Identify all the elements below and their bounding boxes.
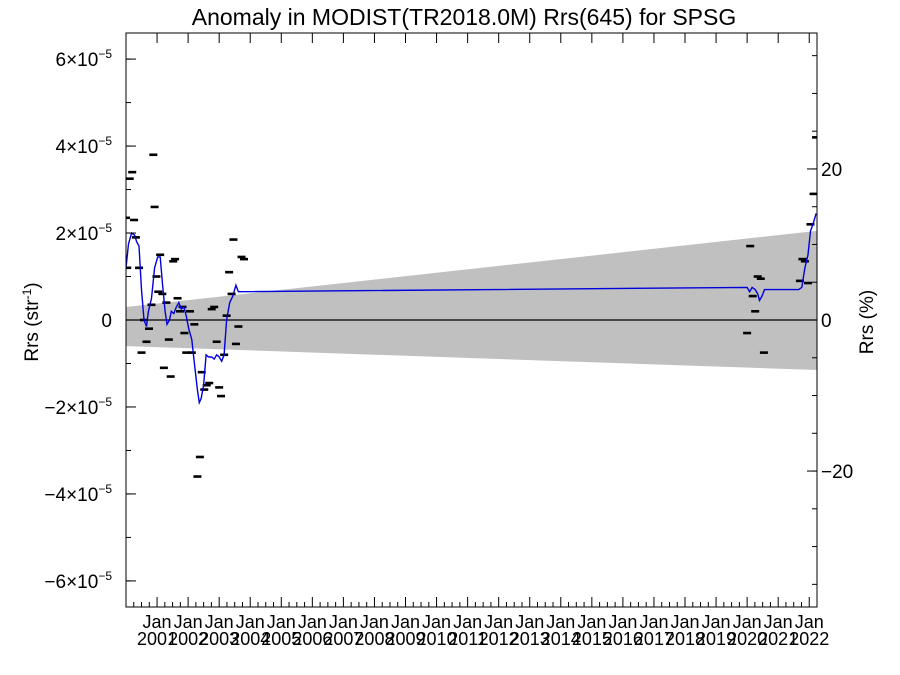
x-tick-year: 2018: [665, 629, 705, 649]
x-tick-year: 2010: [417, 629, 457, 649]
x-tick-year: 2021: [758, 629, 798, 649]
x-tick-year: 2012: [479, 629, 519, 649]
y-tick-exponent: −5: [98, 134, 112, 148]
y-axis-label: Rrs (str-1): [20, 282, 43, 361]
x-tick-year: 2019: [696, 629, 736, 649]
y-tick-mantissa: 0: [101, 311, 112, 332]
y2-tick-label: 0: [821, 311, 832, 332]
y-tick-label: −4×10−5: [44, 482, 112, 506]
x-tick-year: 2008: [354, 629, 394, 649]
y-tick-label: −2×10−5: [44, 395, 112, 419]
x-tick-month: Jan: [702, 612, 731, 632]
x-tick-month: Jan: [298, 612, 327, 632]
x-tick-year: 2007: [323, 629, 363, 649]
y-axis-label-superscript: -1: [20, 288, 34, 299]
x-tick-month: Jan: [453, 612, 482, 632]
x-tick-year: 2011: [448, 629, 487, 649]
x-tick-month: Jan: [608, 612, 637, 632]
y-tick-mantissa: −2×10: [44, 398, 98, 419]
x-tick-year: 2009: [385, 629, 425, 649]
y2-tick-label: −20: [821, 462, 853, 483]
x-tick-month: Jan: [577, 612, 606, 632]
y-tick-exponent: −5: [98, 395, 112, 409]
chart-title: Anomaly in MODIST(TR2018.0M) Rrs(645) fo…: [192, 4, 736, 30]
x-tick-year: 2013: [510, 629, 550, 649]
x-tick-year: 2006: [292, 629, 332, 649]
plot-area: [126, 136, 817, 478]
x-tick-month: Jan: [764, 612, 793, 632]
y-tick-label: 4×10−5: [56, 134, 113, 158]
y-tick-label: −6×10−5: [44, 569, 112, 593]
y-tick-mantissa: −6×10: [44, 572, 98, 593]
x-tick-year: 2003: [199, 629, 239, 649]
x-tick-month: Jan: [236, 612, 265, 632]
x-tick-month: Jan: [143, 612, 172, 632]
y-tick-label: 6×10−5: [56, 47, 113, 71]
x-tick-month: Jan: [422, 612, 451, 632]
axes: −6×10−5−4×10−5−2×10−502×10−54×10−56×10−5…: [44, 32, 853, 649]
y-tick-mantissa: −4×10: [44, 485, 98, 506]
y-tick-exponent: −5: [98, 482, 112, 496]
anomaly-markers: [126, 136, 817, 478]
x-tick-month: Jan: [360, 612, 389, 632]
x-tick-month: Jan: [546, 612, 575, 632]
y-tick-label: 0: [101, 311, 112, 332]
x-tick-year: 2015: [572, 629, 612, 649]
x-tick-month: Jan: [267, 612, 296, 632]
y-tick-label: 2×10−5: [56, 221, 113, 245]
y-tick-mantissa: 2×10: [56, 224, 99, 245]
x-tick-month: Jan: [670, 612, 699, 632]
x-tick-month: Jan: [795, 612, 824, 632]
x-tick-month: Jan: [205, 612, 234, 632]
x-tick-year: 2004: [230, 629, 270, 649]
plot-content: [126, 136, 817, 478]
x-tick-year: 2001: [137, 629, 177, 649]
y2-axis-label: Rrs (%): [857, 290, 878, 354]
x-tick-month: Jan: [329, 612, 358, 632]
y-axis-label-main: Rrs (str: [22, 299, 43, 362]
x-tick-month: Jan: [174, 612, 203, 632]
y2-tick-label: 20: [821, 160, 842, 181]
x-tick-year: 2005: [261, 629, 301, 649]
y-axis-label-close: ): [22, 282, 43, 288]
x-tick-year: 2002: [168, 629, 208, 649]
y-axis-left: −6×10−5−4×10−5−2×10−502×10−54×10−56×10−5: [44, 47, 136, 593]
x-tick-month: Jan: [733, 612, 762, 632]
x-tick-month: Jan: [391, 612, 420, 632]
x-tick-year: 2020: [727, 629, 767, 649]
x-tick-month: Jan: [639, 612, 668, 632]
x-tick-year: 2022: [789, 629, 829, 649]
y-tick-mantissa: 4×10: [56, 137, 99, 158]
x-tick-month: Jan: [515, 612, 544, 632]
x-axis: Jan2001Jan2002Jan2003Jan2004Jan2005Jan20…: [133, 33, 829, 649]
x-tick-month: Jan: [484, 612, 513, 632]
x-tick-year: 2017: [634, 629, 674, 649]
y-axis-right: −20 0 20: [807, 55, 853, 585]
anomaly-smoothed-line: [126, 213, 817, 406]
x-tick-year: 2016: [603, 629, 643, 649]
y-tick-exponent: −5: [98, 47, 112, 61]
x-tick-year: 2014: [541, 629, 581, 649]
y-tick-mantissa: 6×10: [56, 50, 99, 71]
uncertainty-band: [126, 230, 817, 371]
y-tick-exponent: −5: [98, 221, 112, 235]
y-tick-exponent: −5: [98, 569, 112, 583]
